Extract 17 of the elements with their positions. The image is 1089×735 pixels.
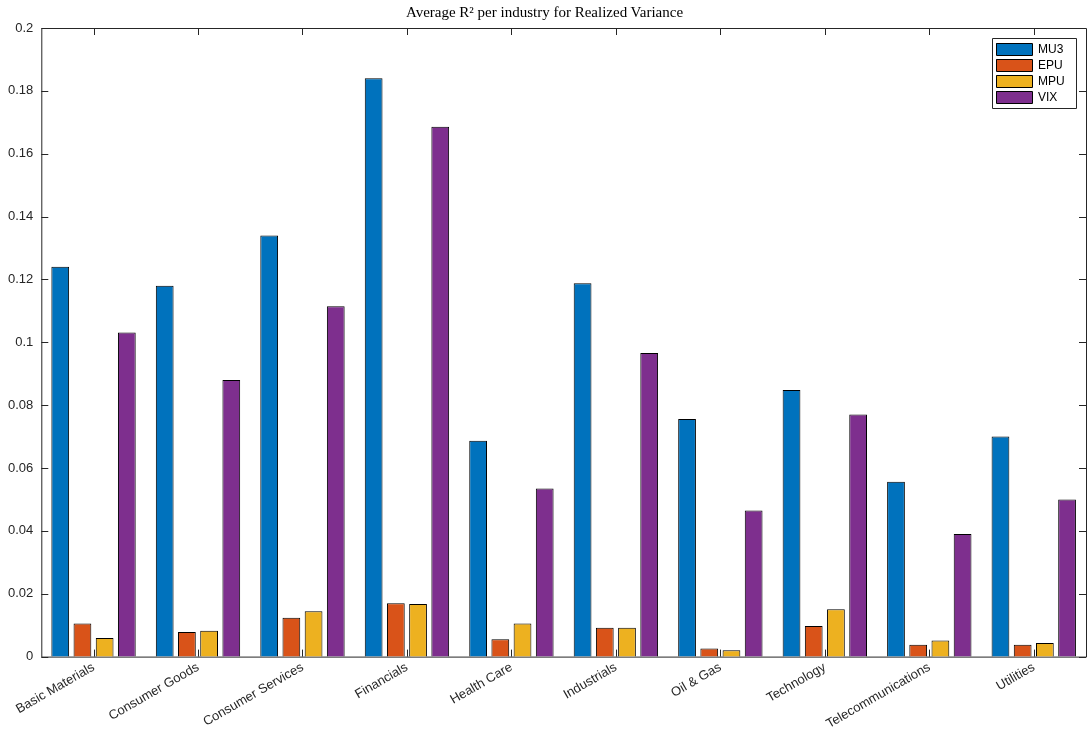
legend-label: VIX	[1038, 90, 1058, 105]
y-tick-label: 0.08	[7, 396, 34, 412]
y-tick-label: 0.06	[7, 459, 34, 475]
y-tick-label: 0.1	[15, 333, 34, 349]
y-tick-label: 0.16	[7, 145, 34, 161]
y-tick-label: 0	[26, 648, 34, 664]
y-tick-label: 0.04	[7, 522, 34, 538]
legend-label: MPU	[1038, 74, 1065, 89]
y-tick-label: 0.14	[7, 208, 34, 224]
y-tick-label: 0.18	[7, 82, 34, 98]
legend-label: MU3	[1038, 42, 1064, 57]
legend-label: EPU	[1038, 58, 1063, 73]
y-tick-label: 0.2	[15, 19, 34, 35]
y-tick-label: 0.12	[7, 271, 34, 287]
y-tick-label: 0.02	[7, 585, 34, 601]
chart-title: Average R² per industry for Realized Variance	[404, 4, 685, 21]
x-tick-label: Oil & Gas	[668, 658, 725, 700]
